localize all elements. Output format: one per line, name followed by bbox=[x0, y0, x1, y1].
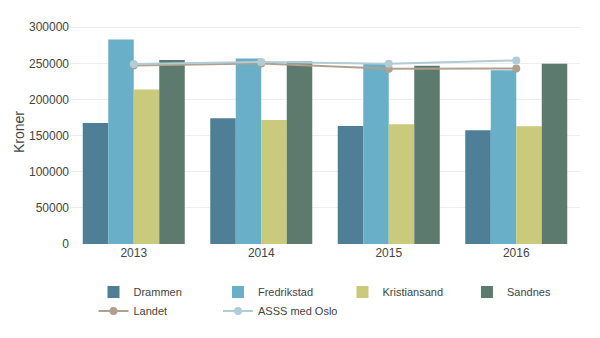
svg-text:250000: 250000 bbox=[29, 57, 69, 71]
svg-text:Landet: Landet bbox=[134, 305, 168, 317]
svg-text:2015: 2015 bbox=[375, 246, 402, 260]
svg-text:Fredrikstad: Fredrikstad bbox=[258, 286, 313, 298]
svg-text:0: 0 bbox=[62, 237, 69, 251]
svg-text:50000: 50000 bbox=[36, 201, 70, 215]
svg-text:200000: 200000 bbox=[29, 93, 69, 107]
svg-text:Sandnes: Sandnes bbox=[507, 286, 551, 298]
svg-text:ASSS med Oslo: ASSS med Oslo bbox=[258, 305, 337, 317]
svg-text:2016: 2016 bbox=[503, 246, 530, 260]
svg-text:100000: 100000 bbox=[29, 165, 69, 179]
svg-text:2014: 2014 bbox=[248, 246, 275, 260]
svg-text:150000: 150000 bbox=[29, 129, 69, 143]
svg-text:Kristiansand: Kristiansand bbox=[382, 286, 443, 298]
svg-text:300000: 300000 bbox=[29, 20, 69, 34]
svg-text:Kroner: Kroner bbox=[11, 111, 27, 153]
svg-text:Drammen: Drammen bbox=[134, 286, 182, 298]
svg-text:2013: 2013 bbox=[120, 246, 147, 260]
